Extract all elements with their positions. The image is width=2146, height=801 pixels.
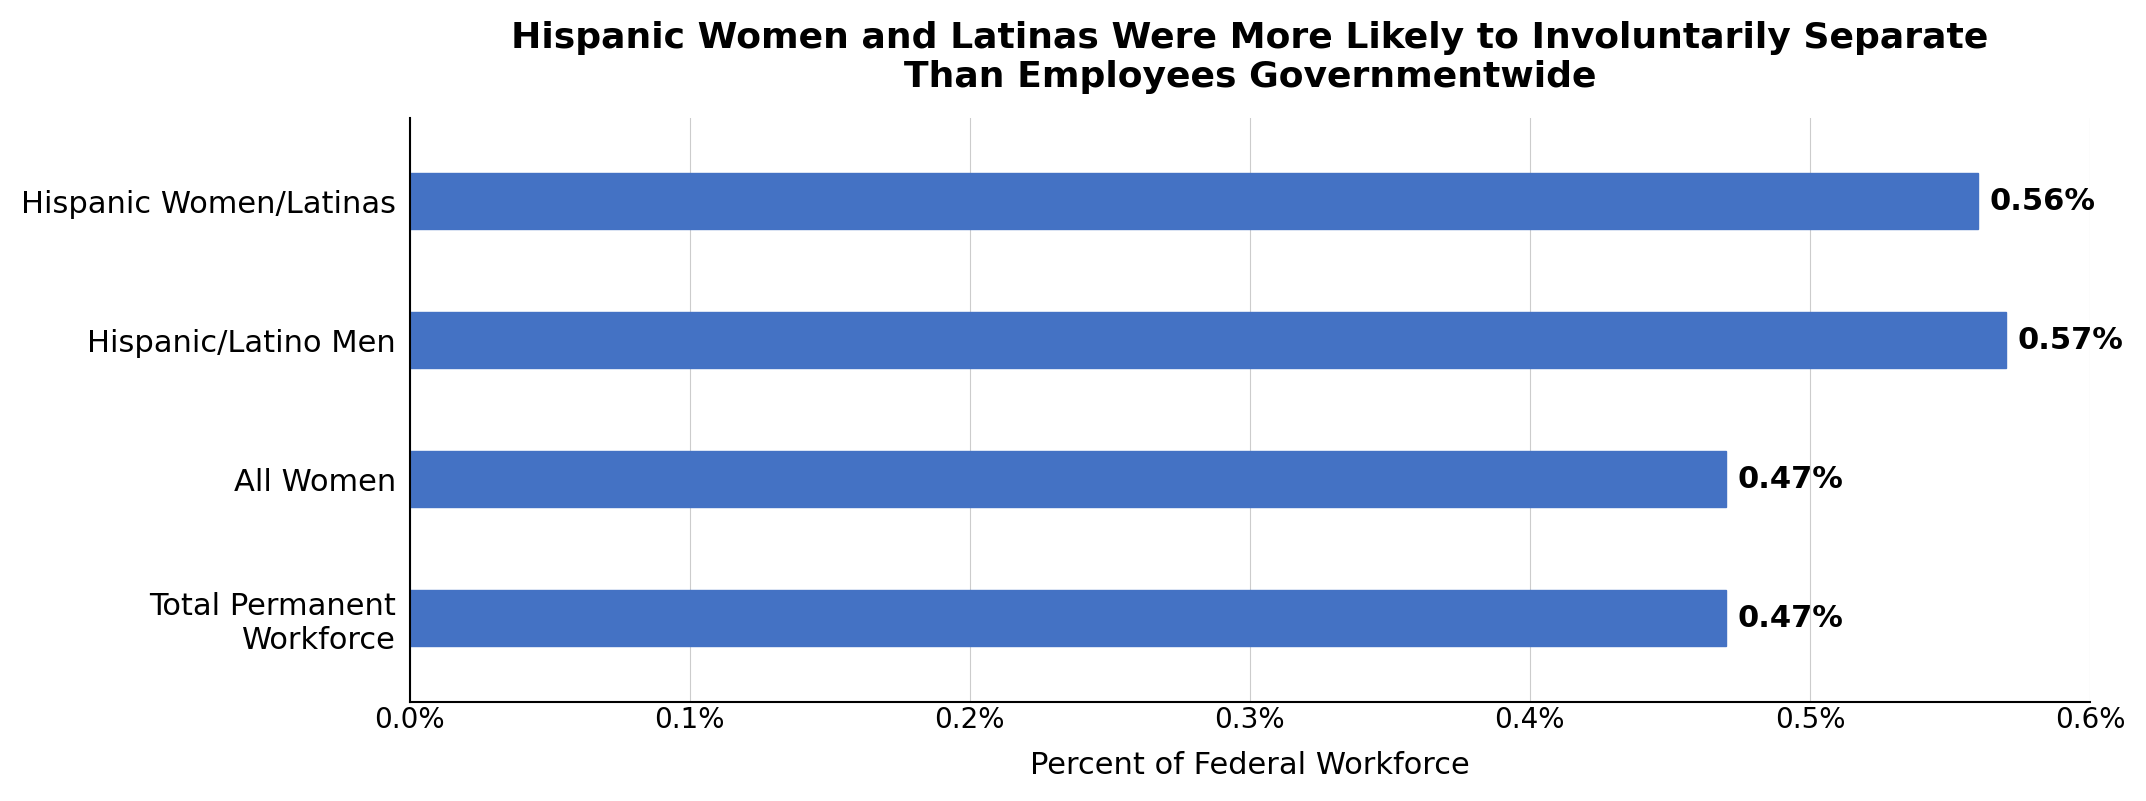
- Title: Hispanic Women and Latinas Were More Likely to Involuntarily Separate
Than Emplo: Hispanic Women and Latinas Were More Lik…: [511, 21, 1989, 95]
- Bar: [410, 590, 1725, 646]
- Bar: [410, 452, 1725, 507]
- Text: 0.47%: 0.47%: [1736, 465, 1843, 493]
- Bar: [410, 173, 1979, 229]
- X-axis label: Percent of Federal Workforce: Percent of Federal Workforce: [1030, 751, 1470, 780]
- Text: 0.56%: 0.56%: [1989, 187, 2094, 215]
- Text: 0.57%: 0.57%: [2017, 326, 2122, 355]
- Bar: [410, 312, 2007, 368]
- Text: 0.47%: 0.47%: [1736, 604, 1843, 633]
